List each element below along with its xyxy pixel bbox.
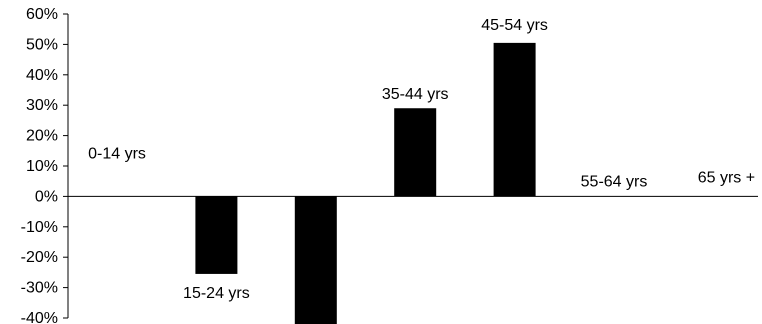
y-axis: 60% 50% 40% 30% 20% 10% 0% -10% -20% -30% -40% (21, 6, 69, 324)
y-tick-label: 60% (26, 6, 58, 23)
bar (493, 42, 536, 197)
bar (195, 196, 238, 274)
y-tick-label: 20% (26, 128, 58, 145)
y-tick-label: 10% (26, 158, 58, 175)
bar (294, 196, 337, 324)
bars (195, 42, 536, 324)
bar-category-label: 65 yrs + (698, 169, 755, 186)
y-tick-label: 30% (26, 97, 58, 114)
bar-category-label: 55-64 yrs (581, 173, 648, 190)
bar-category-label: 35-44 yrs (382, 86, 449, 103)
bar-category-label: 45-54 yrs (481, 17, 548, 34)
y-tick-label: 40% (26, 67, 58, 84)
y-tick-label: 50% (26, 36, 58, 53)
y-tick-label: -20% (21, 249, 58, 266)
y-tick-label: -10% (21, 219, 58, 236)
bar (394, 108, 437, 197)
bar-labels: 0-14 yrs 15-24 yrs 35-44 yrs 45-54 yrs 55-64… (88, 17, 755, 302)
y-tick-label: -40% (21, 310, 58, 324)
bar-category-label: 15-24 yrs (183, 285, 250, 302)
y-tick-label: -30% (21, 280, 58, 297)
y-tick-label: 0% (35, 188, 58, 205)
bar-category-label: 0-14 yrs (88, 145, 146, 162)
